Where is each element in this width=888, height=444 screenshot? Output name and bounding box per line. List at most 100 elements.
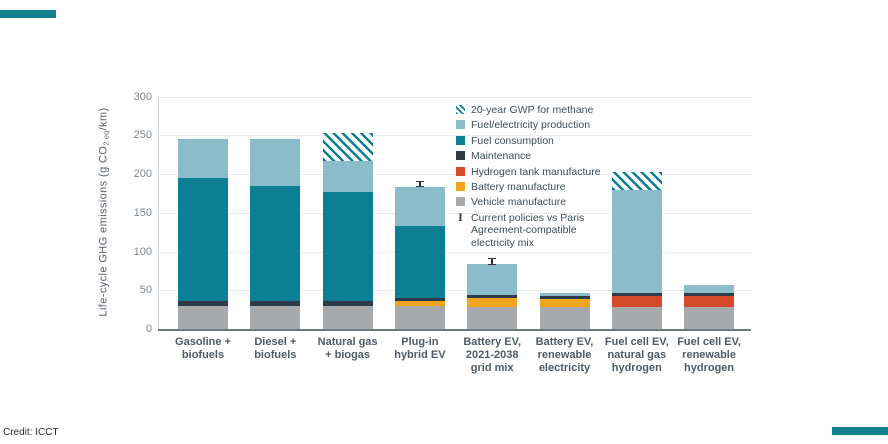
- x-category-label: Fuel cell EV, renewable hydrogen: [677, 336, 741, 374]
- error-bar-cap-bottom: [415, 185, 424, 188]
- stacked-bar: [250, 139, 301, 329]
- error-bar-legend-icon: I: [458, 209, 463, 224]
- y-tick-label: 100: [133, 245, 152, 258]
- bar-segment-vehicle_manufacture: [611, 307, 662, 329]
- legend-item: I Current policies vs Paris Agreement-com…: [456, 209, 601, 249]
- bar-segment-fuel_electricity_production: [178, 139, 228, 178]
- error-bar-cap-top: [488, 257, 497, 260]
- x-axis-baseline: [158, 329, 751, 331]
- legend-color-swatch-icon: [456, 182, 465, 192]
- bar-segment-fuel_electricity_production: [539, 292, 590, 296]
- bar-segment-maintenance: [178, 301, 228, 306]
- legend-item: Fuel/electricity production: [456, 119, 601, 131]
- legend-item-label: Maintenance: [471, 150, 532, 163]
- legend-item-label: Fuel consumption: [471, 134, 554, 147]
- y-gridline: [158, 290, 751, 292]
- legend-item: 20-year GWP for methane: [456, 104, 601, 116]
- bar-segment-maintenance: [684, 292, 735, 296]
- bar-segment-fuel_consumption: [178, 177, 228, 302]
- bar-segment-battery_manufacture: [467, 298, 518, 308]
- legend-color-swatch-icon: [456, 120, 465, 130]
- y-axis-title: Life-cycle GHG emissions (g CO2 eq/km): [98, 107, 111, 316]
- legend-item: Fuel consumption: [456, 135, 601, 147]
- legend-item-label: Current policies vs Paris Agreement-comp…: [471, 211, 585, 249]
- legend-color-swatch-icon: [456, 166, 465, 176]
- bar-segment-vehicle_manufacture: [250, 305, 301, 329]
- bar-segment-hydrogen_tank_manufacture: [611, 295, 662, 308]
- legend-item-label: Fuel/electricity production: [471, 119, 591, 132]
- error-bar-cap-bottom: [488, 263, 497, 266]
- legend-item: Vehicle manufacture: [456, 196, 601, 208]
- legend-item-label: 20-year GWP for methane: [471, 104, 594, 116]
- y-tick-label: 0: [145, 323, 152, 335]
- x-category-label: Diesel + biofuels: [254, 336, 297, 361]
- stacked-bar: [322, 132, 373, 329]
- y-axis-title-text: Life-cycle GHG emissions (g CO: [97, 145, 110, 317]
- bar-segment-maintenance: [467, 294, 518, 298]
- bar-segment-maintenance: [539, 295, 590, 299]
- bar-segment-fuel_consumption: [250, 185, 301, 302]
- y-gridline: [158, 96, 751, 98]
- bar-segment-fuel_electricity_production: [394, 187, 445, 226]
- bar-segment-fuel_electricity_production: [250, 139, 301, 186]
- chart-legend: 20-year GWP for methane Fuel/electricity …: [456, 104, 601, 252]
- bar-segment-maintenance: [322, 301, 373, 306]
- bar-segment-maintenance: [394, 298, 445, 302]
- legend-color-swatch-icon: [456, 135, 465, 145]
- stacked-bar: [467, 263, 518, 329]
- bar-segment-vehicle_manufacture: [394, 305, 445, 329]
- bar-segment-battery_manufacture: [539, 298, 590, 308]
- x-category-label: Fuel cell EV, natural gas hydrogen: [604, 336, 669, 374]
- bar-segment-vehicle_manufacture: [684, 307, 735, 329]
- bar-segment-vehicle_manufacture: [539, 307, 590, 329]
- stacked-bar: [394, 187, 445, 329]
- bar-segment-fuel_consumption: [322, 191, 373, 302]
- legend-item: Battery manufacture: [456, 181, 601, 193]
- y-tick-label: 200: [133, 168, 152, 180]
- bar-segment-fuel_consumption: [394, 225, 445, 298]
- bar-segment-fuel_electricity_production: [684, 284, 735, 293]
- bar-segment-maintenance: [250, 301, 301, 306]
- bar-segment-battery_manufacture: [394, 301, 445, 306]
- accent-bar-bottom-right: [832, 427, 888, 435]
- legend-item-label: Vehicle manufacture: [471, 196, 567, 209]
- bar-segment-fuel_electricity_production: [611, 189, 662, 293]
- y-tick-label: 150: [133, 206, 152, 219]
- legend-color-swatch-icon: [456, 197, 465, 207]
- y-gridline: [158, 251, 751, 253]
- bar-segment-hydrogen_tank_manufacture: [684, 295, 735, 308]
- y-gridline: [158, 174, 751, 175]
- legend-item: Maintenance: [456, 150, 601, 162]
- bar-segment-methane_gwp_20yr: [322, 132, 373, 161]
- y-gridline: [158, 212, 751, 214]
- bar-segment-vehicle_manufacture: [467, 307, 518, 329]
- y-tick-label: 250: [133, 129, 152, 142]
- bar-segment-fuel_electricity_production: [467, 263, 518, 295]
- x-category-label: Plug-in hybrid EV: [394, 336, 446, 361]
- stacked-bar: [539, 292, 590, 329]
- accent-bar-top-left: [0, 10, 56, 18]
- bar-segment-fuel_electricity_production: [322, 160, 373, 192]
- error-bar-stem: [491, 257, 493, 266]
- legend-item-label: Hydrogen tank manufacture: [471, 165, 601, 178]
- y-gridline: [158, 135, 751, 137]
- x-category-label: Gasoline + biofuels: [175, 336, 231, 361]
- x-category-label: Battery EV, renewable electricity: [535, 336, 594, 374]
- stacked-bar: [178, 139, 228, 329]
- error-bar-cap-top: [415, 180, 424, 183]
- x-category-label: Natural gas + biogas: [317, 336, 378, 361]
- y-tick-label: 50: [139, 284, 152, 297]
- legend-item: Hydrogen tank manufacture: [456, 166, 601, 178]
- methane-hatch-swatch-icon: [456, 105, 465, 114]
- bar-segment-maintenance: [611, 292, 662, 296]
- bar-segment-vehicle_manufacture: [178, 305, 228, 329]
- legend-color-swatch-icon: [456, 151, 465, 161]
- bar-segment-methane_gwp_20yr: [611, 171, 662, 190]
- error-bar: [488, 257, 497, 266]
- x-category-label: Battery EV, 2021-2038 grid mix: [463, 336, 522, 374]
- legend-item-label: Battery manufacture: [471, 181, 566, 194]
- y-axis-title-text-end: /km): [97, 107, 110, 131]
- y-tick-label: 300: [133, 90, 152, 103]
- error-bar: [415, 180, 424, 188]
